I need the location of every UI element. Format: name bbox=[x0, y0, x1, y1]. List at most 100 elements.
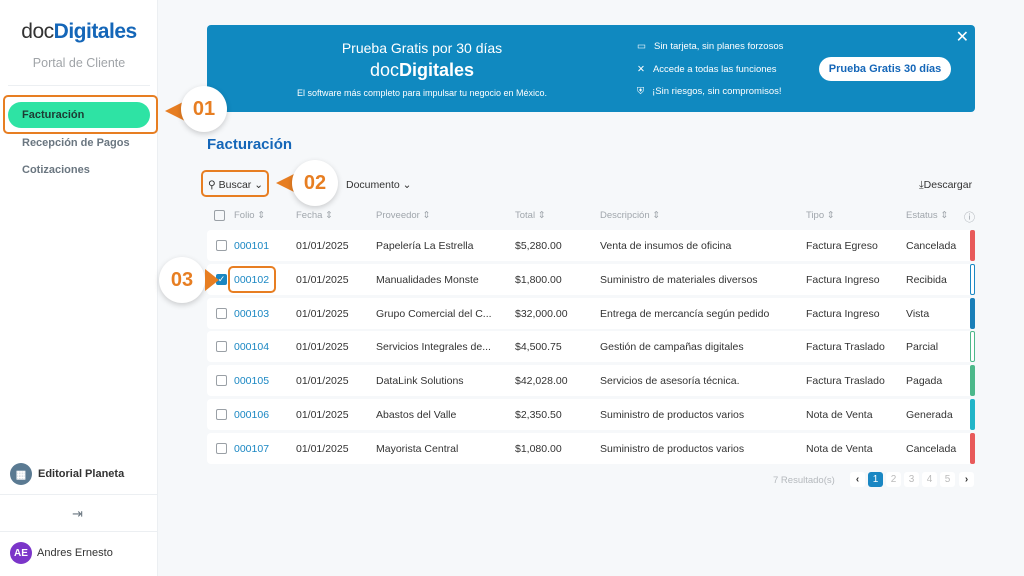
column-header-fecha[interactable]: Fecha ⇕ bbox=[296, 210, 334, 221]
logo: docDigitales bbox=[21, 20, 137, 43]
cell-proveedor: Grupo Comercial del C... bbox=[376, 307, 492, 320]
column-header-folio[interactable]: Folio ⇕ bbox=[234, 210, 266, 221]
search-icon: ⚲ bbox=[208, 179, 216, 191]
sort-icon: ⇕ bbox=[940, 210, 949, 221]
cell-folio[interactable]: 000102 bbox=[234, 273, 270, 286]
status-indicator bbox=[970, 399, 975, 430]
highlight-facturacion bbox=[3, 95, 158, 134]
banner-logo: docDigitales bbox=[369, 60, 475, 80]
sidebar-item-recepcion-pagos[interactable]: Recepción de Pagos bbox=[22, 137, 130, 149]
sort-icon: ⇕ bbox=[257, 210, 266, 221]
row-checkbox[interactable] bbox=[216, 442, 227, 454]
cell-estatus: Pagada bbox=[906, 375, 943, 388]
cell-desc: Suministro de materiales diversos bbox=[600, 273, 758, 286]
close-icon[interactable]: ✕ bbox=[955, 29, 969, 46]
table-row[interactable]: 000101 01/01/2025 Papelería La Estrella $5,… bbox=[207, 230, 975, 261]
next-page-button[interactable]: › bbox=[959, 472, 974, 487]
page-3-button[interactable]: 3 bbox=[904, 472, 919, 487]
cell-folio[interactable]: 000106 bbox=[234, 409, 270, 421]
table-row[interactable]: 000103 01/01/2025 Grupo Comercial del C...… bbox=[207, 297, 975, 329]
divider bbox=[0, 531, 158, 532]
table-row[interactable]: 000107 01/01/2025 Mayorista Central $1,080.… bbox=[207, 432, 975, 464]
divider bbox=[0, 494, 158, 495]
cell-fecha: 01/01/2025 bbox=[296, 409, 349, 421]
status-indicator bbox=[970, 297, 975, 329]
callout-03: 03 bbox=[159, 257, 205, 303]
status-indicator bbox=[970, 432, 975, 464]
cell-total: $1,080.00 bbox=[515, 442, 562, 455]
logout-icon[interactable]: ⇥ bbox=[72, 506, 83, 521]
page-4-button[interactable]: 4 bbox=[922, 472, 937, 487]
table-row[interactable]: 000104 01/01/2025 Servicios Integrales de.… bbox=[207, 331, 975, 363]
sort-icon: ⇕ bbox=[652, 210, 661, 221]
portal-label: Portal de Cliente bbox=[32, 56, 126, 70]
credit-card-icon: ▭ bbox=[637, 41, 646, 52]
prev-page-button[interactable]: ‹ bbox=[850, 472, 865, 487]
cell-proveedor: Papelería La Estrella bbox=[376, 240, 474, 252]
cell-total: $5,280.00 bbox=[515, 240, 562, 252]
cell-desc: Entrega de mercancía según pedido bbox=[600, 307, 770, 320]
sort-icon: ⇕ bbox=[826, 210, 835, 221]
cell-proveedor: Servicios Integrales de... bbox=[376, 341, 491, 354]
cell-desc: Servicios de asesoría técnica. bbox=[600, 375, 740, 388]
page-2-button[interactable]: 2 bbox=[886, 472, 901, 487]
highlight-folio bbox=[228, 266, 276, 293]
table-row[interactable]: 000106 01/01/2025 Abastos del Valle $2,350.… bbox=[207, 399, 975, 430]
cell-tipo: Nota de Venta bbox=[806, 442, 873, 455]
cell-folio[interactable]: 000105 bbox=[234, 375, 270, 388]
page-1-button[interactable]: 1 bbox=[868, 472, 883, 487]
document-filter-dropdown[interactable]: Documento ⌄ bbox=[346, 179, 412, 191]
results-count: 7 Resultado(s) bbox=[773, 475, 835, 486]
column-header-estatus[interactable]: Estatus ⇕ bbox=[906, 210, 949, 221]
download-button[interactable]: ⤓Descargar bbox=[919, 179, 973, 191]
cell-desc: Venta de insumos de oficina bbox=[600, 240, 732, 252]
cell-fecha: 01/01/2025 bbox=[296, 307, 349, 320]
info-icon[interactable]: ⓘ bbox=[964, 212, 975, 224]
sidebar-item-facturacion[interactable]: Facturación bbox=[8, 102, 150, 128]
cell-tipo: Factura Traslado bbox=[806, 341, 885, 354]
cell-folio[interactable]: 000103 bbox=[234, 307, 270, 320]
cell-tipo: Factura Ingreso bbox=[806, 307, 880, 320]
row-checkbox[interactable] bbox=[216, 307, 227, 319]
cell-fecha: 01/01/2025 bbox=[296, 442, 349, 455]
select-all-checkbox[interactable] bbox=[214, 210, 225, 221]
download-icon: ⤓ bbox=[919, 179, 924, 191]
table-row[interactable]: ✓ 000102 01/01/2025 Manualidades Monste $1,8… bbox=[207, 263, 975, 295]
sidebar: docDigitales Portal de Cliente Facturaci… bbox=[0, 0, 158, 576]
search-dropdown[interactable]: ⚲ Buscar ⌄ bbox=[208, 179, 264, 191]
row-checkbox[interactable] bbox=[216, 409, 227, 420]
building-icon: ▦ bbox=[10, 463, 32, 485]
callout-arrow bbox=[205, 269, 219, 291]
table-row[interactable]: 000105 01/01/2025 DataLink Solutions $42,02… bbox=[207, 365, 975, 397]
column-header-descripción[interactable]: Descripción ⇕ bbox=[600, 210, 661, 221]
cell-folio[interactable]: 000104 bbox=[234, 341, 270, 354]
row-checkbox[interactable] bbox=[216, 375, 227, 387]
highlight-buscar bbox=[201, 170, 269, 197]
cell-folio[interactable]: 000107 bbox=[234, 442, 270, 455]
column-header-tipo[interactable]: Tipo ⇕ bbox=[806, 210, 835, 221]
sidebar-item-cotizaciones[interactable]: Cotizaciones bbox=[22, 164, 90, 176]
avatar: AE bbox=[10, 542, 32, 564]
column-header-proveedor[interactable]: Proveedor ⇕ bbox=[376, 210, 431, 221]
cell-fecha: 01/01/2025 bbox=[296, 240, 349, 252]
cell-total: $2,350.50 bbox=[515, 409, 562, 421]
cell-folio[interactable]: 000101 bbox=[234, 240, 270, 252]
free-trial-button[interactable]: Prueba Gratis 30 días bbox=[819, 57, 951, 81]
cell-proveedor: Abastos del Valle bbox=[376, 409, 457, 421]
page-5-button[interactable]: 5 bbox=[940, 472, 955, 487]
column-header-total[interactable]: Total ⇕ bbox=[515, 210, 546, 221]
tools-icon: ✕ bbox=[637, 64, 645, 75]
row-checkbox[interactable] bbox=[216, 240, 227, 251]
chevron-down-icon: ⌄ bbox=[402, 179, 412, 191]
cell-fecha: 01/01/2025 bbox=[296, 341, 349, 354]
cell-fecha: 01/01/2025 bbox=[296, 273, 349, 286]
cell-fecha: 01/01/2025 bbox=[296, 375, 349, 388]
cell-total: $32,000.00 bbox=[515, 307, 568, 320]
status-indicator bbox=[970, 263, 975, 295]
organization[interactable]: ▦ Editorial Planeta bbox=[10, 463, 124, 485]
row-checkbox[interactable] bbox=[216, 341, 227, 353]
callout-02: 02 bbox=[292, 160, 338, 206]
user-profile[interactable]: AE Andres Ernesto bbox=[10, 542, 113, 564]
cell-tipo: Factura Egreso bbox=[806, 240, 878, 252]
cell-estatus: Cancelada bbox=[906, 442, 957, 455]
